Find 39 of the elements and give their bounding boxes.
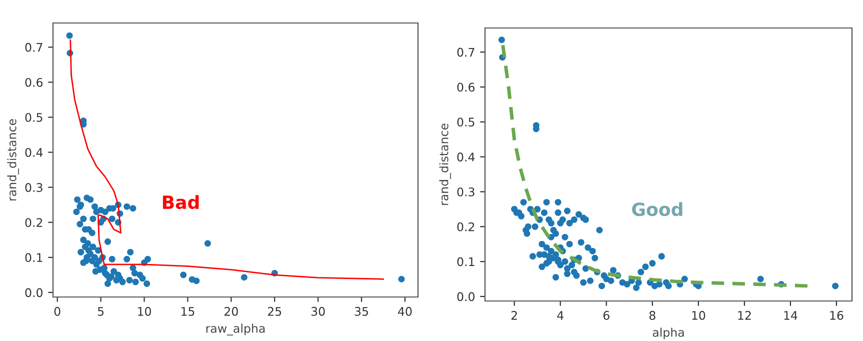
y-tick-label: 0.5: [25, 112, 42, 122]
x-tick-label: 5: [98, 307, 104, 316]
x-tick-label: 8: [649, 310, 656, 320]
y-tick-label: 0.1: [457, 257, 474, 266]
x-tick-label: 30: [311, 306, 325, 316]
y-tick-label: 0.0: [25, 288, 42, 298]
x-tick-label: 6: [603, 310, 610, 320]
x-tick-label: 14: [784, 311, 798, 320]
x-tick-label: 4: [557, 311, 564, 320]
y-tick-label: 0.6: [25, 78, 43, 87]
y-tick-label: 0.2: [457, 222, 474, 232]
x-axis-title: raw_alpha: [206, 324, 265, 336]
y-tick-label: 0.6: [457, 82, 475, 92]
x-tick-label: 10: [692, 310, 706, 320]
y-tick-label: 0.4: [457, 152, 475, 162]
y-tick-label: 0.1: [25, 253, 42, 262]
x-tick-label: 12: [738, 310, 751, 320]
y-tick-label: 0.0: [457, 292, 474, 302]
x-tick-label: 40: [398, 306, 412, 316]
x-tick-label: 16: [830, 310, 844, 320]
x-tick-label: 20: [224, 306, 238, 316]
y-tick-label: 0.7: [457, 48, 474, 57]
y-tick-label: 0.3: [25, 183, 42, 192]
annotation: Good: [632, 202, 682, 216]
y-tick-label: 0.5: [457, 118, 474, 127]
x-tick-label: 15: [181, 307, 194, 316]
y-tick-label: 0.7: [25, 42, 42, 52]
x-tick-label: 0: [54, 306, 60, 316]
x-tick-label: 35: [354, 306, 368, 316]
x-tick-label: 10: [138, 306, 151, 316]
x-tick-label: 2: [511, 310, 517, 320]
annotation: Bad: [162, 195, 199, 210]
y-axis-title: rand_distance: [7, 119, 19, 200]
x-axis-title: alpha: [652, 328, 684, 340]
y-tick-label: 0.4: [25, 148, 43, 157]
y-axis-title: rand_distance: [439, 124, 451, 205]
y-tick-label: 0.3: [457, 187, 474, 196]
x-tick-label: 25: [268, 306, 282, 316]
y-tick-label: 0.2: [25, 218, 42, 228]
